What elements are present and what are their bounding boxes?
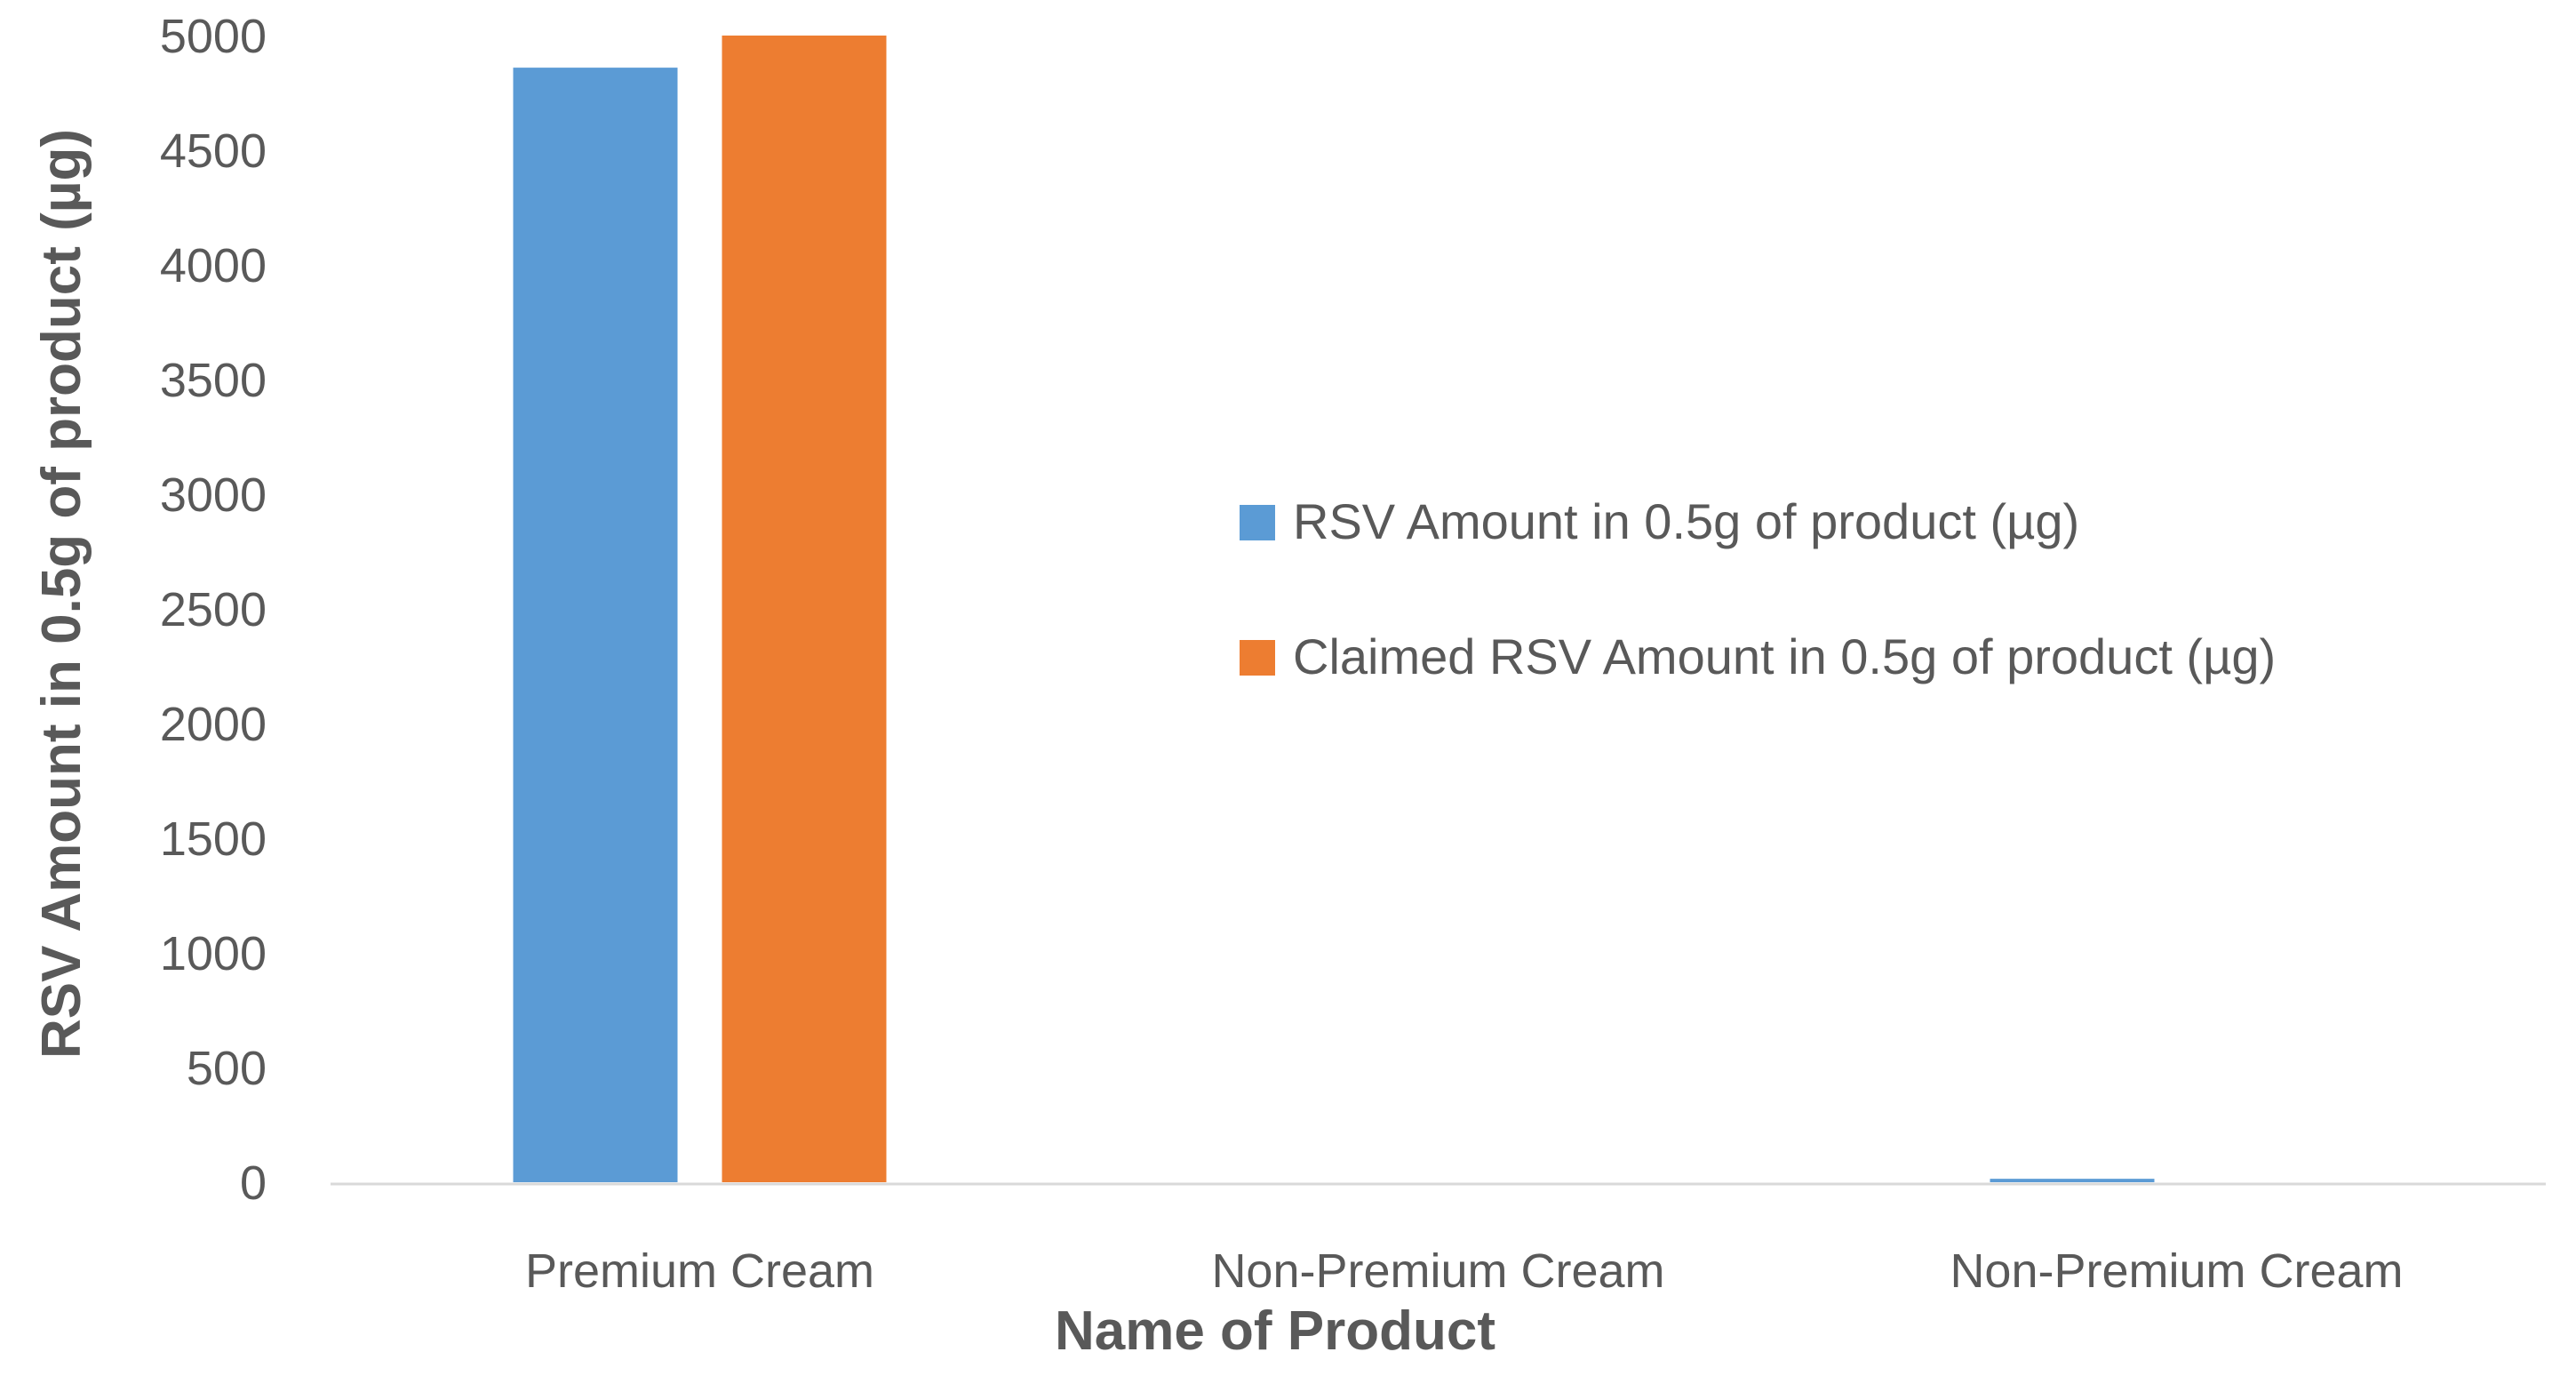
legend-swatch-series-1 bbox=[1240, 505, 1275, 540]
legend-label-series-1: RSV Amount in 0.5g of product (µg) bbox=[1293, 493, 2079, 549]
x-axis-title: Name of Product bbox=[1055, 1300, 1495, 1362]
legend-swatch-series-2 bbox=[1240, 640, 1275, 676]
y-tick-label: 5000 bbox=[160, 10, 267, 63]
y-tick-label: 3000 bbox=[160, 468, 267, 522]
bar-2-1 bbox=[722, 36, 887, 1182]
y-tick-label: 1000 bbox=[160, 927, 267, 980]
legend-label-series-2: Claimed RSV Amount in 0.5g of product (µ… bbox=[1293, 628, 2276, 684]
y-axis-title: RSV Amount in 0.5g of product (µg) bbox=[31, 129, 92, 1059]
x-axis-ticks: Premium Cream Non-Premium Cream Non-Premiu… bbox=[525, 1244, 2404, 1298]
y-tick-label: 2000 bbox=[160, 698, 267, 751]
y-axis-ticks: 0 500 1000 1500 2000 2500 3000 3500 4000 4500 5000 bbox=[160, 10, 267, 1210]
y-tick-label: 0 bbox=[240, 1156, 267, 1210]
bars bbox=[513, 36, 2155, 1183]
x-tick-label: Non-Premium Cream bbox=[1950, 1244, 2403, 1298]
legend: RSV Amount in 0.5g of product (µg) Claim… bbox=[1240, 493, 2276, 684]
y-tick-label: 3500 bbox=[160, 354, 267, 407]
y-tick-label: 500 bbox=[187, 1042, 267, 1095]
x-tick-label: Non-Premium Cream bbox=[1211, 1244, 1664, 1298]
y-tick-label: 4000 bbox=[160, 239, 267, 292]
x-tick-label: Premium Cream bbox=[525, 1244, 874, 1298]
y-tick-label: 4500 bbox=[160, 124, 267, 178]
bar-1-3 bbox=[1990, 1179, 2155, 1182]
bar-1-1 bbox=[513, 68, 678, 1183]
y-tick-label: 2500 bbox=[160, 583, 267, 636]
y-tick-label: 1500 bbox=[160, 812, 267, 866]
